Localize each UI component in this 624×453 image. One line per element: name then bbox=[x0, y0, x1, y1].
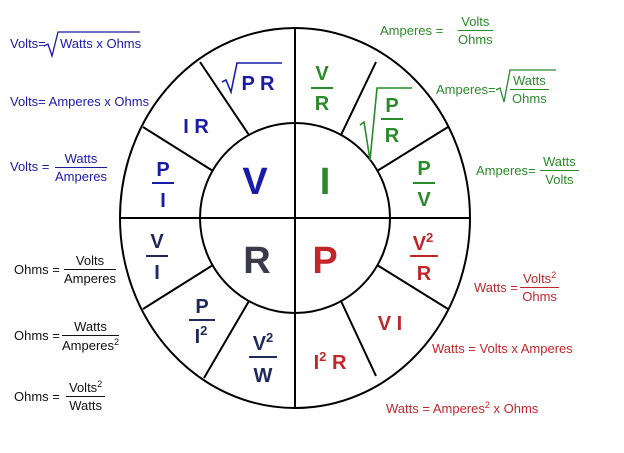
watts-segments: V2 R V I I2 R bbox=[314, 230, 438, 374]
segment-vi: V I bbox=[378, 313, 402, 335]
eq-text: Watts = Volts x Amperes bbox=[432, 341, 573, 356]
frac-den: Ohms bbox=[522, 289, 557, 304]
amperes-segments: V R P R P V bbox=[311, 63, 435, 211]
eq-label: Amperes= bbox=[436, 82, 496, 97]
eq-body: Watts x Ohms bbox=[60, 36, 142, 51]
eq-text-post: x Ohms bbox=[489, 401, 539, 416]
frac-den: Volts bbox=[545, 172, 574, 187]
segment-p-over-v-num: P bbox=[417, 158, 430, 180]
eq-volts-amperes-ohms: Volts= Amperes x Ohms bbox=[10, 94, 149, 109]
sqrt-sign-pr bbox=[221, 62, 282, 95]
eq-amperes-sqrt: Amperes= bbox=[436, 82, 496, 97]
segment-v2-over-r-num: V2 bbox=[413, 230, 434, 255]
eq-ohms-volts-amperes: Ohms = bbox=[14, 262, 60, 277]
eq-volts-sqrt: Volts= bbox=[10, 36, 46, 51]
ohms-segments: V2 W P I2 V I bbox=[146, 231, 277, 387]
segment-p-over-i2-num: P bbox=[195, 296, 208, 318]
segment-p-over-v-den: V bbox=[417, 189, 431, 211]
center-ohms: R bbox=[243, 240, 270, 282]
frac-volts-over-amperes: Volts Amperes bbox=[64, 253, 117, 286]
eq-volts-watts-amperes: Volts = bbox=[10, 159, 49, 174]
frac-num: Volts bbox=[458, 14, 493, 31]
frac-den: Ohms bbox=[458, 32, 493, 47]
frac-den: Amperes bbox=[64, 271, 117, 286]
frac-watts-over-amperes: Watts Amperes bbox=[55, 151, 108, 184]
eq-label: Volts= bbox=[10, 36, 46, 51]
segment-v-over-i-den: I bbox=[154, 262, 160, 284]
eq-label: Volts = bbox=[10, 159, 50, 174]
frac-watts-over-ohms-sqrt: Watts Ohms bbox=[510, 73, 549, 106]
segment-v2-over-w-den: W bbox=[254, 365, 273, 387]
eq-label: Ohms = bbox=[14, 328, 60, 343]
frac-watts-over-amperes2: Watts Amperes2 bbox=[62, 319, 120, 353]
center-watts: P bbox=[312, 240, 337, 282]
eq-label: Amperes= bbox=[476, 163, 536, 178]
segment-v2-over-r-den: R bbox=[417, 263, 432, 285]
frac-volts2-over-ohms: Volts2 Ohms bbox=[520, 270, 560, 304]
frac-num: Volts2 bbox=[520, 270, 560, 288]
eq-watts-volts-amperes: Watts = Volts x Amperes bbox=[432, 341, 573, 356]
eq-ohms-volts2-watts: Ohms = bbox=[14, 389, 60, 404]
segment-v2-over-w-num: V2 bbox=[253, 330, 274, 355]
segment-pr: P R bbox=[242, 73, 276, 95]
eq-label: Ohms = bbox=[14, 389, 60, 404]
eq-watts-amperes2-ohms: Watts = Amperes2 x Ohms bbox=[386, 400, 538, 416]
eq-amperes-volts-ohms: Amperes = bbox=[380, 23, 443, 38]
eq-label: Watts = bbox=[474, 280, 518, 295]
volts-segments: P R I R P I bbox=[152, 62, 282, 212]
segment-p-over-i-den: I bbox=[160, 190, 166, 212]
frac-volts-over-ohms: Volts Ohms bbox=[458, 14, 493, 47]
eq-amperes-watts-volts: Amperes= bbox=[476, 163, 536, 178]
frac-den: Amperes bbox=[55, 169, 108, 184]
eq-watts-volts2-ohms: Watts = bbox=[474, 280, 518, 295]
frac-num: Volts bbox=[64, 253, 117, 270]
frac-watts-over-volts: Watts Volts bbox=[540, 154, 579, 187]
frac-num: Watts bbox=[510, 73, 549, 90]
segment-p-over-r-den: R bbox=[385, 125, 400, 147]
sqrt-sign-amperes bbox=[495, 69, 556, 103]
segment-i2r: I2 R bbox=[314, 349, 347, 374]
eq-volts-sqrt-body: Watts x Ohms bbox=[60, 36, 141, 51]
frac-num: Watts bbox=[62, 319, 120, 336]
segment-ir: I R bbox=[183, 116, 209, 138]
segment-v-over-r-den: R bbox=[315, 93, 330, 115]
eq-text: Volts= Amperes x Ohms bbox=[10, 94, 150, 109]
eq-sup: 2 bbox=[484, 400, 490, 410]
sqrt-sign-p-over-r bbox=[359, 87, 412, 161]
segment-dividers bbox=[142, 61, 449, 379]
segment-p-over-i-num: P bbox=[156, 159, 169, 181]
segment-v-over-r-num: V bbox=[315, 63, 329, 85]
segment-p-over-i2-den: I2 bbox=[195, 323, 208, 348]
eq-text-pre: Watts = Amperes bbox=[386, 401, 485, 416]
frac-num: Watts bbox=[540, 154, 579, 171]
frac-num: Volts2 bbox=[66, 379, 106, 397]
sqrt-sign-volts bbox=[43, 31, 140, 59]
eq-ohms-watts-amperes2: Ohms = bbox=[14, 328, 60, 343]
center-amperes: I bbox=[320, 161, 331, 203]
frac-den: Ohms bbox=[512, 91, 547, 106]
center-volts: V bbox=[242, 161, 268, 203]
eq-label: Ohms = bbox=[14, 262, 60, 277]
frac-den: Watts bbox=[69, 398, 102, 413]
frac-volts2-over-watts: Volts2 Watts bbox=[66, 379, 106, 413]
segment-v-over-i-num: V bbox=[150, 231, 164, 253]
segment-p-over-r-num: P bbox=[385, 95, 398, 117]
frac-num: Watts bbox=[55, 151, 108, 168]
frac-den: Amperes2 bbox=[62, 337, 120, 353]
eq-label: Amperes = bbox=[380, 23, 444, 38]
